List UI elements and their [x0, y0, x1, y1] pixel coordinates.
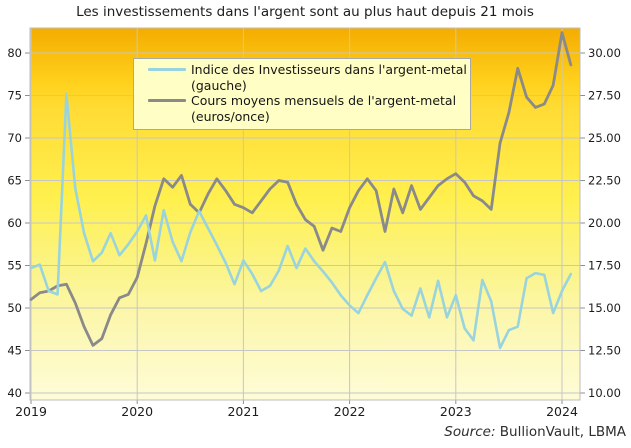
right-axis-tick-label: 15.00 — [588, 301, 621, 315]
left-axis-tick-label: 80 — [7, 46, 22, 60]
right-axis-tick-label: 12.50 — [588, 344, 621, 358]
legend-label: Cours moyens mensuels de l'argent-metal — [191, 93, 457, 108]
right-axis-tick-label: 30.00 — [588, 46, 621, 60]
investor-index-line-swatch — [148, 68, 186, 71]
left-axis-tick-label: 60 — [7, 216, 22, 230]
plot-border — [29, 27, 581, 401]
left-axis-tick-label: 45 — [7, 344, 22, 358]
x-axis-tick-label: 2021 — [227, 404, 259, 419]
left-axis-tick-label: 55 — [7, 259, 22, 273]
chart-title: Les investissements dans l'argent sont a… — [76, 4, 534, 20]
source-prefix: Source: — [444, 424, 496, 440]
source-note: Source: BullionVault, LBMA — [444, 424, 626, 440]
right-axis-tick-label: 20.00 — [588, 216, 621, 230]
right-axis-tick-label: 25.00 — [588, 131, 621, 145]
silver-price-line — [29, 31, 573, 347]
right-axis-tick-label: 17.50 — [588, 259, 621, 273]
legend-item-investor-index: Indice des Investisseurs dans l'argent-m… — [140, 62, 467, 93]
left-axis-tick-label: 75 — [7, 89, 22, 103]
x-axis-tick-label: 2019 — [15, 404, 47, 419]
left-axis-tick-label: 40 — [7, 386, 22, 400]
left-axis-tick-label: 50 — [7, 301, 22, 315]
x-axis-tick-label: 2020 — [121, 404, 153, 419]
x-axis-tick-label: 2024 — [546, 404, 578, 419]
left-axis-tick-label: 65 — [7, 174, 22, 188]
legend-label-sub: (gauche) — [191, 77, 247, 93]
left-axis-tick-label: 70 — [7, 131, 22, 145]
legend-item-silver-price: Cours moyens mensuels de l'argent-metal … — [140, 93, 464, 124]
silver-price-line-swatch — [148, 99, 186, 102]
investor-index-line — [29, 92, 573, 350]
source-text: BullionVault, LBMA — [495, 424, 626, 440]
right-axis-tick-label: 27.50 — [588, 89, 621, 103]
x-axis-tick-label: 2022 — [334, 404, 366, 419]
legend-label-sub: (euros/once) — [191, 108, 270, 124]
right-axis-tick-label: 10.00 — [588, 386, 621, 400]
legend: Indice des Investisseurs dans l'argent-m… — [133, 58, 471, 130]
legend-label: Indice des Investisseurs dans l'argent-m… — [191, 62, 467, 77]
right-axis-tick-label: 22.50 — [588, 174, 621, 188]
x-axis-tick-label: 2023 — [440, 404, 472, 419]
